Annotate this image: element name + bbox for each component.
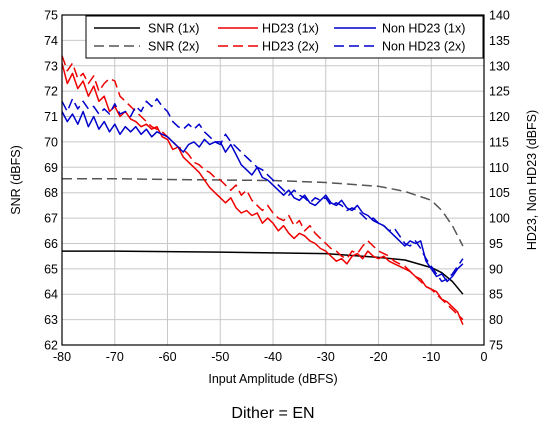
y-left-tick-label: 64 [44,288,58,302]
y-left-tick-label: 67 [44,212,58,226]
x-tick-labels: -80 -70 -60 -50 -40 -30 -20 -10 0 [53,350,488,364]
legend-label-hd23-2x: HD23 (2x) [262,40,319,54]
series-line-non-hd23-2x [62,98,464,283]
y-right-tick-label: 100 [489,212,510,226]
y-right-axis-label: HD23, Non HD23 (dBFS) [525,110,539,250]
y-left-tick-label: 73 [44,59,58,73]
chart-caption: Dither = EN [231,405,314,421]
y-left-tick-label: 70 [44,135,58,149]
y-right-tick-label: 80 [489,313,503,327]
y-left-axis-label: SNR (dBFS) [9,145,23,214]
y-right-tick-label: 85 [489,288,503,302]
x-tick-label: -50 [211,350,229,364]
y-right-tick-label: 140 [489,9,510,23]
series-layer [62,55,464,325]
y-left-tick-label: 68 [44,186,58,200]
y-right-tick-label: 130 [489,59,510,73]
legend-label-non-hd23-1x: Non HD23 (1x) [382,22,465,36]
y-right-tick-label: 110 [489,161,509,175]
legend-label-snr-1x: SNR (1x) [148,22,199,36]
series-line-non-hd23-1x [62,110,464,283]
y-left-tick-label: 65 [44,262,58,276]
x-axis-label: Input Amplitude (dBFS) [208,372,337,386]
y-right-tick-label: 95 [489,237,503,251]
y-left-tick-label: 66 [44,237,58,251]
y-left-tick-label: 71 [44,110,58,124]
x-tick-label: -10 [422,350,440,364]
y-right-tick-label: 120 [489,110,510,124]
y-left-tick-labels: 62 63 64 65 66 67 68 69 70 71 72 73 74 75 [44,9,58,353]
legend-label-non-hd23-2x: Non HD23 (2x) [382,40,465,54]
series-line-hd23-1x [62,63,464,325]
x-tick-label: -60 [158,350,176,364]
series-line-hd23-2x [62,55,464,321]
y-right-tick-label: 125 [489,85,510,99]
x-tick-label: -40 [264,350,282,364]
y-right-tick-label: 115 [489,135,509,149]
x-tick-label: 0 [481,350,488,364]
legend-label-snr-2x: SNR (2x) [148,40,199,54]
y-right-tick-label: 105 [489,186,510,200]
x-tick-label: -30 [317,350,335,364]
legend-label-hd23-1x: HD23 (1x) [262,22,319,36]
y-left-tick-label: 63 [44,313,58,327]
y-left-tick-label: 62 [44,339,58,353]
y-right-tick-label: 90 [489,262,503,276]
y-left-tick-label: 74 [44,34,58,48]
y-left-tick-label: 75 [44,9,58,23]
y-left-tick-label: 69 [44,161,58,175]
y-right-tick-labels: 75 80 85 90 95 100 105 110 115 120 125 130 135 140 [489,9,510,353]
x-tick-label: -70 [106,350,124,364]
legend-box [85,15,484,59]
y-right-tick-label: 135 [489,34,510,48]
y-left-tick-label: 72 [44,85,58,99]
series-line-snr-1x [62,250,464,295]
x-tick-label: -80 [53,350,71,364]
y-right-tick-label: 75 [489,339,503,353]
series-line-snr-2x [62,177,464,247]
plot-frame [61,14,485,346]
x-tick-label: -20 [369,350,387,364]
legend: SNR (1x) HD23 (1x) Non HD23 (1x) SNR (2x) HD… [85,15,484,59]
